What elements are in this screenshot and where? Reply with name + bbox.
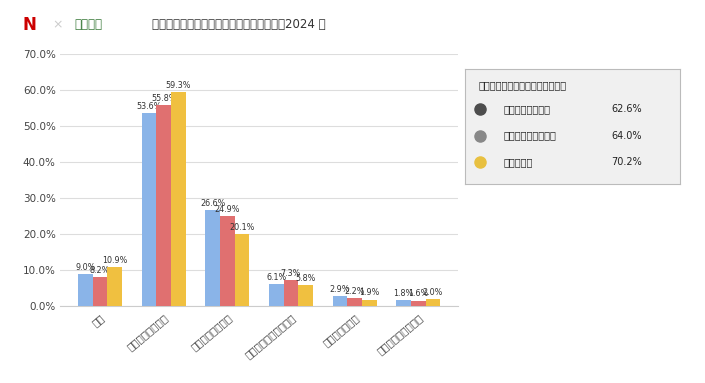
Bar: [107, 267, 122, 306]
Bar: [205, 210, 220, 306]
Text: 「住まい別・料理に関するアンケート調査2024 」: 「住まい別・料理に関するアンケート調査2024 」: [152, 18, 325, 31]
Text: 55.8%: 55.8%: [151, 94, 176, 103]
Text: 62.6%: 62.6%: [611, 104, 642, 114]
Text: 53.6%: 53.6%: [136, 101, 161, 111]
Text: 10.9%: 10.9%: [102, 256, 128, 265]
Bar: [171, 92, 185, 306]
Text: エイブル: エイブル: [74, 18, 102, 31]
Bar: [348, 298, 362, 306]
Text: 週１回以上冷凍食品を食べる割合: 週１回以上冷凍食品を食べる割合: [478, 80, 566, 90]
Bar: [298, 285, 313, 306]
Bar: [362, 300, 376, 306]
Bar: [333, 296, 348, 306]
Bar: [92, 277, 107, 306]
Bar: [235, 234, 250, 306]
Text: 実家暮らし: 実家暮らし: [504, 157, 534, 167]
Text: ×: ×: [53, 18, 63, 31]
Text: 6.1%: 6.1%: [266, 273, 286, 282]
Text: 5.8%: 5.8%: [295, 274, 316, 283]
Bar: [157, 105, 171, 306]
Text: 2.0%: 2.0%: [422, 288, 443, 297]
Text: 70.2%: 70.2%: [611, 157, 642, 167]
Bar: [426, 299, 440, 306]
Text: N: N: [23, 16, 37, 34]
Bar: [396, 300, 411, 306]
Text: 2.2%: 2.2%: [344, 287, 364, 296]
Bar: [78, 274, 92, 306]
Text: ルームシェア・同棲: ルームシェア・同棲: [504, 131, 557, 141]
Text: 1.8%: 1.8%: [393, 289, 414, 298]
Text: 20.1%: 20.1%: [229, 223, 255, 232]
Text: 1.9%: 1.9%: [359, 288, 379, 297]
Text: 9.0%: 9.0%: [75, 263, 96, 272]
Bar: [283, 280, 298, 306]
Text: 24.9%: 24.9%: [214, 205, 240, 214]
Bar: [142, 113, 157, 306]
Text: 8.2%: 8.2%: [90, 266, 110, 275]
Text: 賌貸ひとり暮らし: 賌貸ひとり暮らし: [504, 104, 551, 114]
Text: 7.3%: 7.3%: [281, 269, 301, 278]
Bar: [220, 216, 235, 306]
Bar: [411, 301, 426, 306]
Text: 1.6%: 1.6%: [408, 290, 429, 298]
Text: 26.6%: 26.6%: [200, 199, 226, 208]
Text: 2.9%: 2.9%: [330, 285, 350, 294]
Text: 64.0%: 64.0%: [611, 131, 642, 141]
Bar: [269, 284, 283, 306]
Text: 59.3%: 59.3%: [166, 81, 191, 90]
